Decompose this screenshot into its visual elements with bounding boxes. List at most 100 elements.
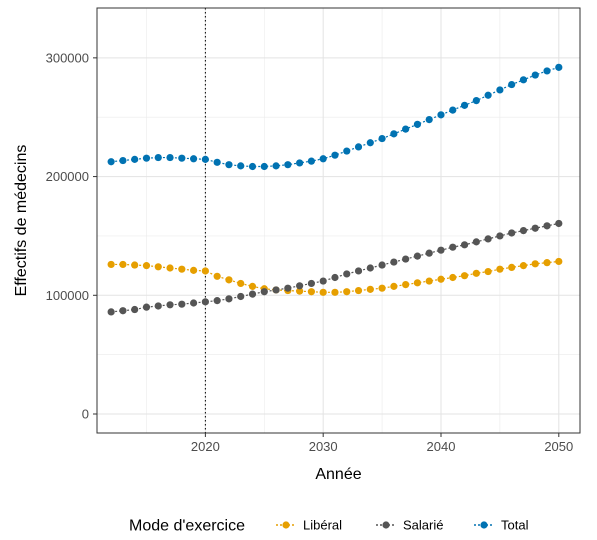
data-point-salarie bbox=[484, 235, 492, 243]
data-point-liberal bbox=[366, 285, 374, 293]
data-point-salarie bbox=[201, 298, 209, 306]
data-point-liberal bbox=[519, 262, 528, 270]
data-point-liberal bbox=[343, 288, 351, 296]
data-point-total bbox=[437, 111, 445, 119]
data-point-total bbox=[296, 159, 304, 167]
data-point-total bbox=[366, 139, 374, 147]
series-line-liberal bbox=[111, 260, 559, 293]
legend-label-liberal: Libéral bbox=[303, 518, 342, 533]
data-point-liberal bbox=[531, 260, 539, 268]
data-point-salarie bbox=[354, 267, 363, 275]
x-tick-label: 2050 bbox=[544, 439, 573, 454]
data-point-salarie bbox=[131, 305, 139, 314]
data-point-liberal bbox=[154, 263, 162, 271]
data-point-total bbox=[472, 96, 480, 105]
data-point-salarie bbox=[531, 224, 539, 232]
data-point-total bbox=[248, 162, 257, 171]
data-point-salarie bbox=[449, 243, 457, 251]
series-total bbox=[107, 63, 563, 171]
y-tick-label: 300000 bbox=[46, 50, 89, 65]
data-point-liberal bbox=[555, 257, 563, 266]
data-point-salarie bbox=[519, 226, 528, 235]
data-point-liberal bbox=[496, 265, 504, 273]
data-point-total bbox=[519, 76, 528, 84]
legend-key-total bbox=[474, 521, 494, 529]
data-point-total bbox=[260, 162, 268, 171]
data-point-total bbox=[307, 157, 316, 165]
data-point-total bbox=[460, 101, 469, 109]
data-point-salarie bbox=[107, 308, 115, 316]
data-point-liberal bbox=[437, 275, 445, 283]
data-point-total bbox=[390, 130, 398, 138]
data-point-total bbox=[119, 156, 127, 165]
data-point-salarie bbox=[237, 292, 245, 301]
data-point-total bbox=[425, 115, 433, 124]
data-point-liberal bbox=[354, 286, 363, 295]
data-point-liberal bbox=[543, 259, 551, 267]
data-point-salarie bbox=[437, 246, 445, 254]
data-point-liberal bbox=[131, 261, 139, 269]
data-point-total bbox=[272, 162, 280, 170]
legend-label-salarie: Salarié bbox=[403, 518, 443, 533]
data-point-salarie bbox=[190, 299, 198, 307]
data-point-total bbox=[555, 63, 563, 71]
data-point-total bbox=[508, 80, 516, 89]
data-point-salarie bbox=[390, 258, 398, 266]
data-point-liberal bbox=[307, 288, 316, 296]
series-line-salarie bbox=[111, 222, 559, 313]
data-point-salarie bbox=[154, 302, 162, 310]
data-point-salarie bbox=[496, 232, 504, 240]
data-point-salarie bbox=[555, 219, 563, 228]
data-point-liberal bbox=[296, 287, 304, 295]
data-point-salarie bbox=[213, 297, 221, 305]
data-point-total bbox=[178, 154, 186, 162]
data-point-total bbox=[213, 158, 221, 166]
grid bbox=[97, 8, 580, 433]
data-point-total bbox=[131, 155, 139, 163]
data-point-total bbox=[154, 153, 162, 162]
data-point-salarie bbox=[272, 286, 280, 294]
data-point-salarie bbox=[248, 290, 257, 298]
data-point-total bbox=[237, 162, 245, 170]
data-point-total bbox=[402, 125, 410, 133]
data-point-salarie bbox=[425, 249, 433, 257]
data-point-liberal bbox=[225, 276, 233, 284]
data-point-liberal bbox=[378, 284, 386, 292]
data-point-total bbox=[354, 143, 363, 151]
data-point-total bbox=[190, 155, 198, 163]
data-point-total bbox=[449, 106, 457, 114]
data-point-salarie bbox=[413, 252, 422, 260]
data-point-salarie bbox=[378, 261, 386, 269]
data-point-total bbox=[378, 134, 386, 143]
data-point-liberal bbox=[425, 277, 433, 285]
data-point-salarie bbox=[307, 279, 316, 288]
y-axis: 0 100000 200000 300000 bbox=[46, 50, 97, 422]
data-point-liberal bbox=[484, 267, 492, 276]
data-point-liberal bbox=[213, 272, 221, 280]
legend-key-liberal bbox=[276, 521, 296, 529]
data-point-liberal bbox=[166, 264, 174, 272]
data-point-total bbox=[484, 91, 492, 99]
data-point-salarie bbox=[119, 307, 127, 315]
data-point-salarie bbox=[343, 270, 351, 278]
data-point-liberal bbox=[413, 279, 422, 287]
series-salarie bbox=[107, 219, 563, 316]
data-point-total bbox=[319, 155, 327, 163]
data-point-liberal bbox=[402, 281, 410, 289]
y-tick-label: 200000 bbox=[46, 169, 89, 184]
data-point-salarie bbox=[366, 264, 374, 272]
data-point-salarie bbox=[178, 300, 186, 308]
data-point-salarie bbox=[296, 282, 304, 290]
data-point-total bbox=[543, 67, 551, 75]
data-point-salarie bbox=[166, 301, 174, 309]
legend-title: Mode d'exercice bbox=[129, 518, 245, 535]
data-point-total bbox=[343, 147, 351, 155]
data-point-total bbox=[107, 158, 115, 166]
data-point-total bbox=[166, 153, 174, 162]
data-point-liberal bbox=[119, 260, 127, 269]
data-point-liberal bbox=[508, 263, 516, 271]
data-point-total bbox=[225, 161, 233, 169]
data-point-liberal bbox=[237, 279, 245, 288]
data-point-total bbox=[142, 154, 151, 162]
